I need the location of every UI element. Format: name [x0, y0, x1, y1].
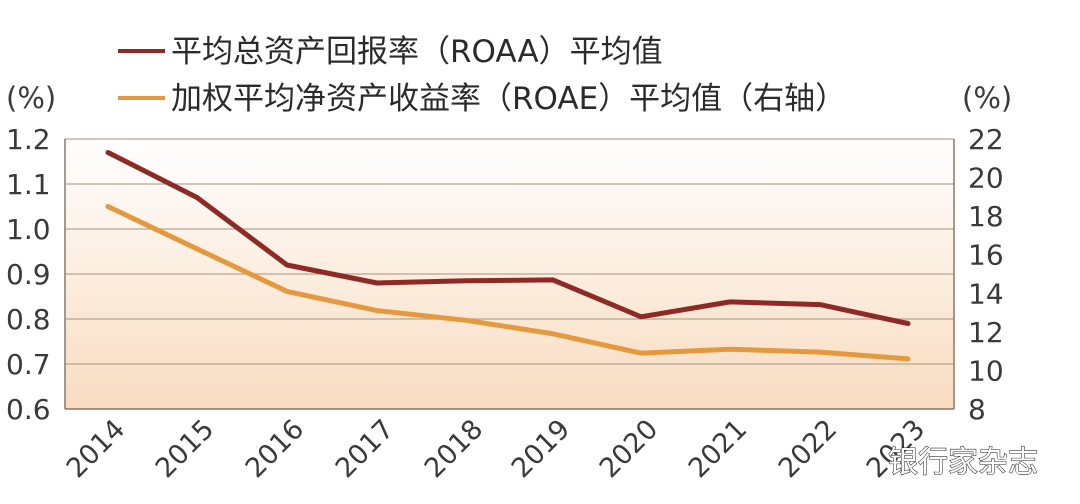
- left-tick-label: 0.7: [6, 348, 51, 381]
- right-tick-label: 10: [968, 354, 1004, 387]
- right-tick-label: 22: [968, 123, 1004, 156]
- left-tick-label: 0.8: [6, 303, 51, 336]
- right-tick-label: 8: [968, 393, 986, 426]
- x-tick-label: 2015: [150, 414, 221, 485]
- x-tick-label: 2016: [240, 414, 311, 485]
- x-tick-label: 2017: [330, 414, 401, 485]
- x-tick-label: 2021: [683, 414, 754, 485]
- right-tick-label: 16: [968, 239, 1004, 272]
- right-tick-label: 20: [968, 162, 1004, 195]
- x-tick-label: 2022: [773, 414, 844, 485]
- right-tick-label: 18: [968, 200, 1004, 233]
- right-tick-label: 14: [968, 277, 1004, 310]
- legend-label-roaa: 平均总资产回报率（ROAA）平均值: [171, 34, 663, 70]
- left-tick-label: 0.9: [6, 258, 51, 291]
- series-lines: [105, 150, 911, 362]
- left-axis-unit: (%): [6, 81, 56, 115]
- left-tick-label: 1.1: [6, 168, 51, 201]
- x-tick-label: 2014: [61, 414, 132, 485]
- x-tick-label: 2020: [594, 414, 665, 485]
- watermark: 银行家杂志: [888, 445, 1038, 480]
- x-tick-label: 2018: [419, 414, 490, 485]
- right-axis-unit: (%): [962, 81, 1012, 115]
- left-tick-label: 1.0: [6, 213, 51, 246]
- legend-label-roae: 加权平均净资产收益率（ROAE）平均值（右轴）: [171, 81, 846, 117]
- legend: 平均总资产回报率（ROAA）平均值 加权平均净资产收益率（ROAE）平均值（右轴…: [118, 34, 846, 117]
- x-tick-label: 2019: [506, 414, 577, 485]
- left-tick-label: 1.2: [6, 123, 51, 156]
- left-tick-label: 0.6: [6, 393, 51, 426]
- series-line-roae: [105, 204, 911, 362]
- axes: [64, 139, 955, 410]
- right-tick-label: 12: [968, 316, 1004, 349]
- series-line-roaa: [105, 150, 911, 326]
